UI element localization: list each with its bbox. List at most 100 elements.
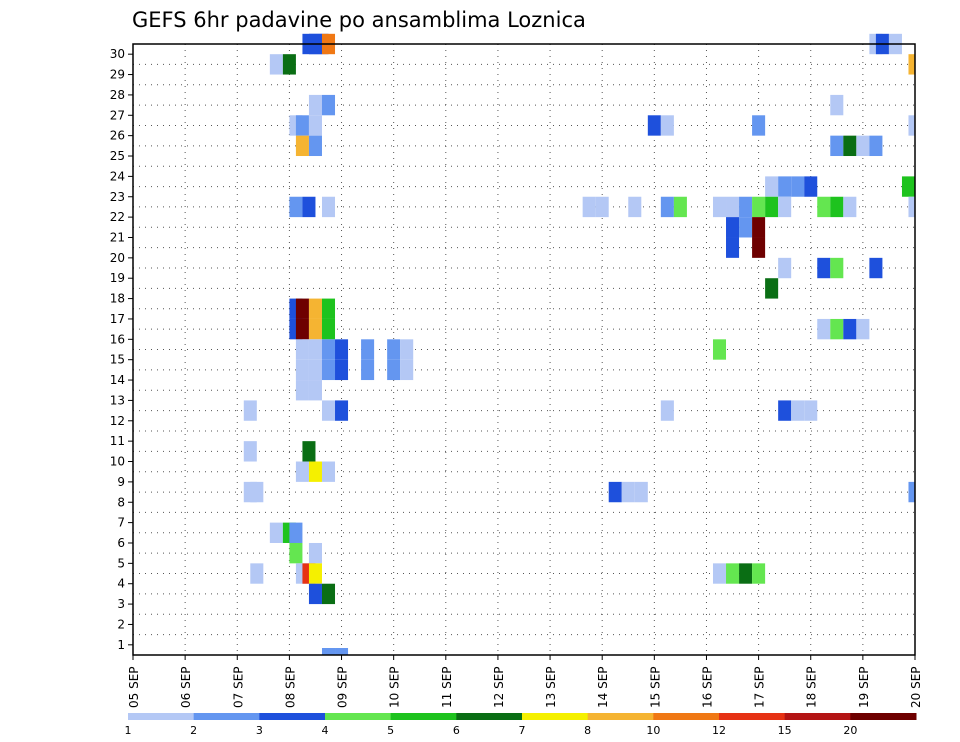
precip-cell [295, 339, 309, 360]
precip-cell [726, 217, 740, 238]
x-tick-label: 08 SEP [283, 666, 297, 708]
precip-cell [308, 563, 322, 584]
precip-cell [321, 461, 336, 482]
precip-cell [321, 583, 336, 605]
precip-cell [856, 135, 870, 157]
legend-swatch [456, 713, 523, 720]
precip-cell [321, 400, 336, 421]
y-tick-label: 2 [117, 617, 125, 631]
precip-cell [269, 54, 283, 75]
y-tick-label: 1 [117, 638, 125, 652]
legend-swatch [193, 713, 260, 720]
y-tick-label: 7 [117, 516, 125, 530]
grid-layer [133, 44, 915, 655]
legend-swatch [390, 713, 457, 720]
precip-cell [712, 196, 727, 218]
legend-label: 2 [190, 724, 197, 737]
precip-cell [361, 339, 375, 360]
precip-cell [830, 135, 844, 157]
precip-cell [765, 176, 779, 197]
precip-cell [289, 196, 303, 218]
legend-swatch [259, 713, 326, 720]
precip-cell [908, 54, 915, 75]
precip-cell [321, 359, 336, 381]
precip-cell [308, 380, 322, 401]
precip-cell [765, 278, 779, 299]
x-tick-label: 16 SEP [700, 666, 714, 708]
precip-cell [817, 257, 831, 279]
y-tick-label: 22 [110, 210, 125, 224]
precip-cell [302, 196, 316, 218]
precip-cell [269, 522, 283, 543]
chart-title: GEFS 6hr padavine po ansamblima Loznica [132, 8, 586, 32]
y-tick-label: 5 [117, 556, 125, 570]
precip-cell [621, 481, 635, 503]
x-axis: 05 SEP 06 SEP 07 SEP 08 SEP 09 SEP 10 SEP 11 S… [127, 655, 923, 708]
y-tick-label: 19 [110, 271, 125, 285]
y-tick-label: 12 [110, 414, 125, 428]
precip-cell [321, 648, 336, 655]
precip-cell [804, 400, 818, 421]
precip-cell [243, 400, 257, 421]
x-tick-label: 07 SEP [231, 666, 245, 708]
y-tick-label: 3 [117, 597, 125, 611]
precip-cell [856, 318, 870, 340]
legend-swatch [522, 713, 589, 720]
precip-cell [634, 481, 648, 503]
y-tick-label: 23 [110, 190, 125, 204]
legend-label: 20 [843, 724, 857, 737]
legend-label: 4 [322, 724, 329, 737]
y-tick-label: 30 [110, 47, 125, 61]
precip-cell [335, 400, 349, 421]
y-tick-label: 8 [117, 495, 125, 509]
precip-cell [739, 196, 753, 218]
precip-cell [778, 196, 792, 218]
precip-cell [400, 339, 414, 360]
precip-cell [901, 176, 915, 197]
legend-label: 15 [778, 724, 792, 737]
legend-swatch [784, 713, 851, 720]
precip-cell [726, 237, 740, 258]
y-tick-label: 27 [110, 108, 125, 122]
precip-cell [295, 380, 309, 401]
y-tick-label: 24 [110, 169, 125, 183]
y-tick-label: 6 [117, 536, 125, 550]
precip-cell [295, 461, 309, 482]
y-tick-label: 29 [110, 68, 125, 82]
precip-cell [660, 400, 674, 421]
y-tick-label: 13 [110, 393, 125, 407]
precip-cell [321, 196, 336, 218]
legend-label: 5 [387, 724, 394, 737]
y-tick-label: 10 [110, 455, 125, 469]
x-tick-label: 06 SEP [179, 666, 193, 708]
precip-cell [673, 196, 687, 218]
legend-swatch [653, 713, 720, 720]
precip-cell [282, 54, 296, 75]
plot-frame [132, 43, 916, 656]
precip-cell [752, 115, 766, 136]
y-axis: 1234567891011121314151617181920212223242… [110, 47, 133, 652]
precip-cell [308, 583, 322, 605]
precip-cell [387, 359, 401, 381]
precip-cell [335, 339, 349, 360]
y-tick-label: 9 [117, 475, 125, 489]
precip-cell [843, 135, 857, 157]
precip-cell [250, 481, 264, 503]
precip-cell [308, 542, 322, 564]
precip-cell [321, 298, 336, 319]
precip-cell [908, 481, 915, 503]
precip-cell [752, 196, 766, 218]
precip-cell [830, 94, 844, 116]
precip-cell [908, 196, 915, 218]
y-tick-label: 11 [110, 434, 125, 448]
legend-label: 7 [519, 724, 526, 737]
precip-cell [308, 115, 322, 136]
x-tick-label: 10 SEP [388, 666, 402, 708]
precip-cell [843, 196, 857, 218]
precip-cell [804, 176, 818, 197]
precip-cell [400, 359, 414, 381]
x-tick-label: 20 SEP [909, 666, 923, 708]
legend-swatch [719, 713, 786, 720]
legend-swatch [325, 713, 392, 720]
